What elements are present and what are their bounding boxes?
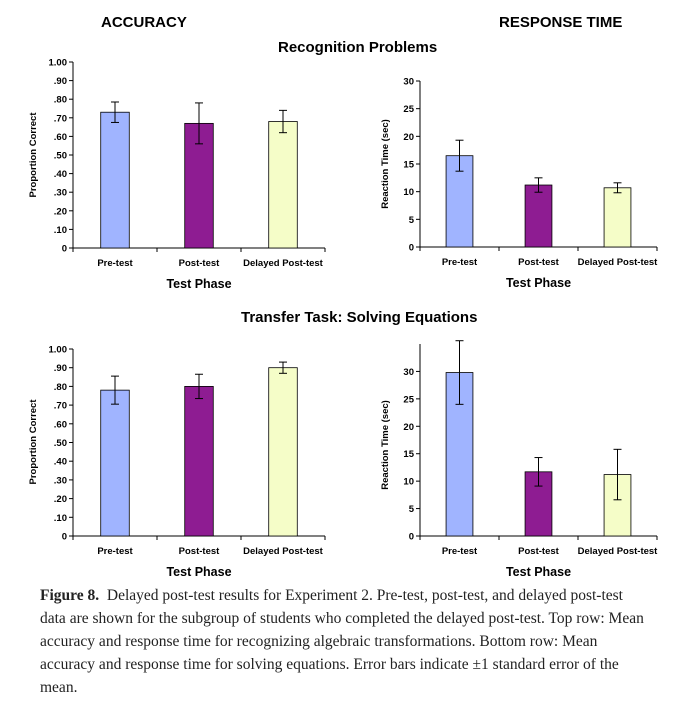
y-tick-label: 0: [409, 243, 414, 254]
x-category-label: Delayed Post-test: [243, 546, 324, 557]
figure-caption: Figure 8. Delayed post-test results for …: [40, 584, 650, 699]
y-tick-label: 25: [403, 104, 414, 115]
recognition-row-header: Recognition Problems: [278, 39, 438, 56]
bar: [100, 389, 130, 537]
y-tick-label: .30: [54, 475, 67, 486]
y-tick-label: 30: [403, 367, 414, 378]
y-tick-label: .30: [54, 188, 67, 199]
y-tick-label: .10: [54, 225, 67, 236]
y-axis-title: Proportion Correct: [28, 112, 39, 198]
y-tick-label: 1.00: [49, 58, 68, 69]
x-category-label: Post-test: [179, 258, 220, 269]
bar: [268, 367, 298, 537]
y-tick-label: .60: [54, 419, 67, 430]
figure-panels: ACCURACY RESPONSE TIME Recognition Probl…: [28, 14, 659, 579]
x-category-label: Pre-test: [97, 258, 133, 269]
y-tick-label: .40: [54, 169, 67, 180]
transfer-row-header: Transfer Task: Solving Equations: [241, 309, 478, 326]
figure-label: Figure 8.: [40, 587, 100, 604]
y-tick-label: 10: [403, 477, 414, 488]
y-tick-label: 10: [403, 187, 414, 198]
x-axis-title: Test Phase: [506, 565, 571, 579]
x-category-label: Pre-test: [442, 257, 478, 268]
bar: [524, 184, 553, 248]
x-category-label: Post-test: [518, 257, 559, 268]
y-tick-label: .50: [54, 151, 67, 162]
figure-caption-text: Delayed post-test results for Experiment…: [40, 587, 644, 696]
bar: [184, 386, 214, 537]
y-tick-label: .40: [54, 457, 67, 468]
recognition-accuracy-chart: 0 .10 .20 .30 .40 .50 .60 .70 .80 .90 1.00 Pre-test…: [28, 58, 326, 291]
bar: [603, 187, 632, 248]
transfer-accuracy-chart: 0 .10 .20 .30 .40 .50 .60 .70 .80 .90 1.00 Pre-test…: [28, 345, 326, 579]
y-tick-label: .50: [54, 438, 67, 449]
y-tick-label: 15: [403, 160, 414, 171]
x-category-label: Pre-test: [442, 546, 478, 557]
y-tick-label: 0: [62, 532, 67, 543]
transfer-response-time-chart: 0 5 10 15 20 25 30 Pre-test Post-test Delayed Pos…: [380, 340, 659, 579]
y-axis-title: Proportion Correct: [28, 399, 39, 485]
y-tick-label: 30: [403, 77, 414, 88]
y-tick-label: .60: [54, 132, 67, 143]
bar: [268, 121, 298, 249]
y-tick-label: 5: [409, 504, 415, 515]
y-tick-label: .20: [54, 494, 67, 505]
x-category-label: Delayed Post-test: [578, 257, 659, 268]
y-tick-label: .70: [54, 401, 67, 412]
y-tick-label: .80: [54, 382, 67, 393]
y-tick-label: 0: [62, 244, 67, 255]
x-axis-title: Test Phase: [506, 276, 571, 290]
y-tick-label: 0: [409, 532, 414, 543]
x-category-label: Pre-test: [97, 546, 133, 557]
y-axis-title: Reaction Time (sec): [380, 119, 391, 209]
y-tick-label: .90: [54, 76, 67, 87]
y-tick-label: 5: [409, 215, 415, 226]
x-axis-title: Test Phase: [166, 277, 231, 291]
y-tick-label: .10: [54, 513, 67, 524]
y-tick-label: 20: [403, 422, 414, 433]
accuracy-column-header: ACCURACY: [101, 14, 187, 31]
y-tick-label: .90: [54, 363, 67, 374]
bar: [100, 111, 130, 249]
x-axis-title: Test Phase: [166, 565, 231, 579]
recognition-response-time-chart: 0 5 10 15 20 25 30 Pre-test Post-test Delayed Pos…: [380, 77, 659, 291]
y-tick-label: 20: [403, 132, 414, 143]
x-category-label: Post-test: [518, 546, 559, 557]
x-category-label: Delayed Post-test: [243, 258, 324, 269]
y-tick-label: 1.00: [49, 345, 68, 356]
y-axis-title: Reaction Time (sec): [380, 400, 391, 490]
y-tick-label: .20: [54, 206, 67, 217]
y-tick-label: .70: [54, 113, 67, 124]
response-time-column-header: RESPONSE TIME: [499, 14, 623, 31]
x-category-label: Delayed Post-test: [578, 546, 659, 557]
y-tick-label: .80: [54, 95, 67, 106]
y-tick-label: 25: [403, 394, 414, 405]
y-tick-label: 15: [403, 449, 414, 460]
x-category-label: Post-test: [179, 546, 220, 557]
